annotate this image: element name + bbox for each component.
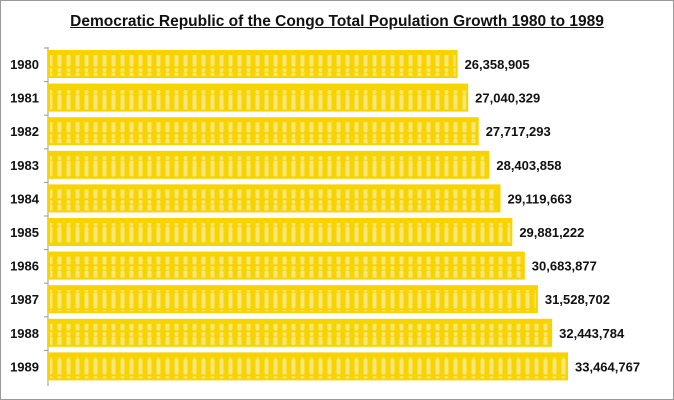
category-label: 1989 [10, 359, 39, 374]
bar-pattern-1986 [50, 256, 523, 278]
category-label: 1987 [10, 292, 39, 307]
data-label: 32,443,784 [559, 326, 625, 341]
data-label: 29,119,663 [507, 191, 571, 206]
category-label: 1982 [10, 124, 39, 139]
data-label: 26,358,905 [465, 57, 530, 72]
data-label: 27,717,293 [486, 124, 551, 139]
category-label: 1988 [10, 326, 39, 341]
data-label: 28,403,858 [496, 158, 561, 173]
data-label: 27,040,329 [475, 91, 540, 106]
bar-pattern-1988 [50, 323, 551, 345]
category-label: 1986 [10, 259, 39, 274]
data-label: 33,464,767 [575, 359, 640, 374]
bar-pattern-1981 [50, 88, 467, 110]
bar-pattern-1984 [50, 189, 499, 211]
bar-pattern-1987 [50, 290, 536, 312]
category-label: 1983 [10, 158, 39, 173]
category-label: 1980 [10, 57, 39, 72]
data-label: 30,683,877 [532, 259, 597, 274]
bar-pattern-1983 [50, 155, 488, 177]
chart-title: Democratic Republic of the Congo Total P… [70, 13, 604, 30]
category-label: 1985 [10, 225, 39, 240]
bar-pattern-1989 [50, 357, 566, 379]
bar-pattern-1982 [50, 122, 477, 144]
category-label: 1981 [10, 91, 39, 106]
data-label: 31,528,702 [545, 292, 610, 307]
bar-pattern-1985 [50, 223, 511, 244]
bar-pattern-1980 [50, 55, 456, 76]
data-label: 29,881,222 [519, 225, 584, 240]
category-label: 1984 [10, 191, 40, 206]
